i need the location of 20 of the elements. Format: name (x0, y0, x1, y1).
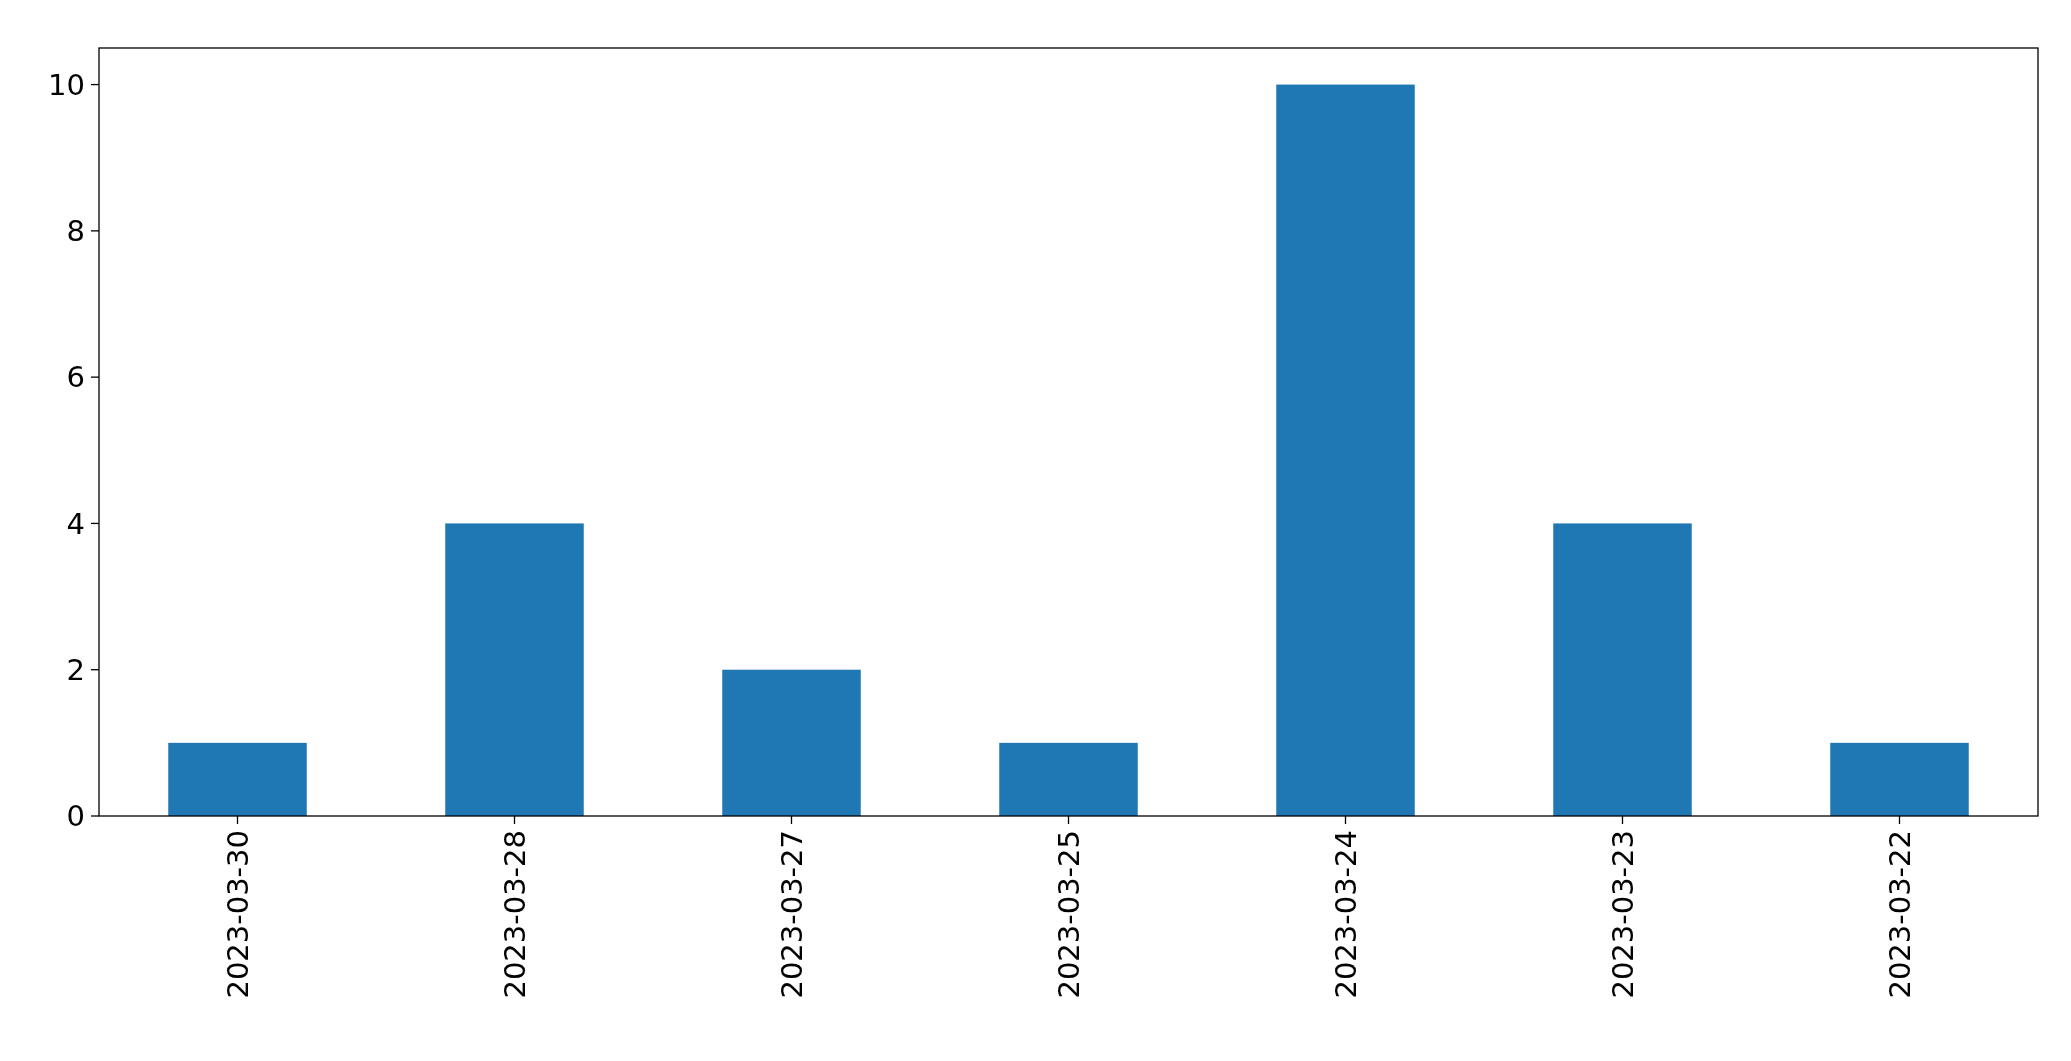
x-tick-label: 2023-03-25 (1051, 830, 1086, 999)
bar (1830, 742, 1969, 816)
x-tick-label: 2023-03-24 (1328, 830, 1363, 999)
bar (445, 523, 584, 816)
x-tick-label: 2023-03-22 (1882, 830, 1917, 999)
bar (1276, 84, 1415, 816)
x-tick-label: 2023-03-27 (774, 830, 809, 999)
bar (1553, 523, 1692, 816)
y-tick-label: 10 (48, 67, 85, 102)
x-tick-label: 2023-03-23 (1605, 830, 1640, 999)
bar (999, 742, 1138, 816)
x-tick-label: 2023-03-30 (220, 830, 255, 999)
y-tick-label: 6 (66, 360, 85, 395)
x-tick-label: 2023-03-28 (497, 830, 532, 999)
y-tick-label: 4 (66, 506, 85, 541)
y-tick-label: 0 (66, 799, 85, 834)
bar (168, 742, 307, 816)
bar (722, 669, 861, 816)
y-tick-label: 2 (66, 652, 85, 687)
y-tick-label: 8 (66, 214, 85, 249)
